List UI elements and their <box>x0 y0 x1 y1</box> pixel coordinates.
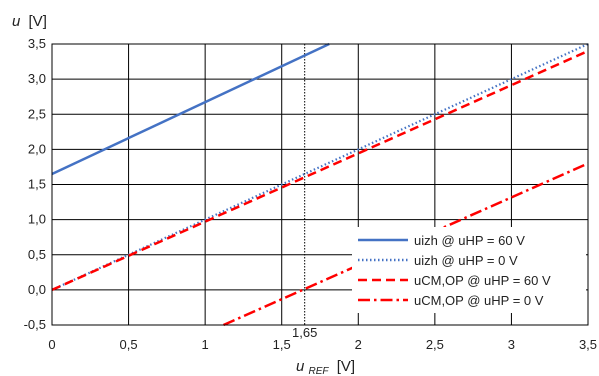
series-line-4 <box>223 162 589 327</box>
x-tick-label: 0 <box>48 337 55 352</box>
x-tick-label: 2,5 <box>426 337 444 352</box>
x-tick-label: 1 <box>202 337 209 352</box>
x-tick-labels: 0 0,5 1 1,5 2 2,5 3 3,5 <box>48 337 597 352</box>
y-tick-label: 2,0 <box>28 141 46 156</box>
legend-label-2: uizh @ uHP = 0 V <box>414 253 518 268</box>
x-axis-title-main: u <box>296 358 305 375</box>
series-line-1 <box>51 42 330 176</box>
x-tick-label: 3,5 <box>579 337 597 352</box>
x-tick-label: 1,5 <box>273 337 291 352</box>
y-tick-label: 1,5 <box>28 177 46 192</box>
legend-label-4: uCM,OP @ uHP = 0 V <box>414 293 544 308</box>
legend-label-3: uCM,OP @ uHP = 60 V <box>414 273 551 288</box>
x-tick-label: 0,5 <box>120 337 138 352</box>
y-tick-label: 1,0 <box>28 212 46 227</box>
y-axis-title: u [V] <box>12 13 47 30</box>
x-tick-label: 3 <box>508 337 515 352</box>
y-tick-labels: -0,5 0,0 0,5 1,0 1,5 2,0 2,5 3,0 3,5 <box>24 36 46 332</box>
y-tick-label: 2,5 <box>28 106 46 121</box>
legend-background <box>352 227 586 313</box>
y-tick-label: 3,0 <box>28 71 46 86</box>
x-axis-title-sub: REF <box>309 366 330 376</box>
plot-frame <box>51 43 589 326</box>
y-tick-label: -0,5 <box>24 317 46 332</box>
legend-label-1: uizh @ uHP = 60 V <box>414 233 525 248</box>
x-axis-title-unit: [V] <box>337 358 355 375</box>
series-group <box>51 42 589 327</box>
x-axis-title: u REF [V] <box>296 358 355 376</box>
y-tick-label: 0,0 <box>28 282 46 297</box>
legend: uizh @ uHP = 60 V uizh @ uHP = 0 V uCM,OP … <box>352 227 586 313</box>
y-axis-title-unit: [V] <box>29 13 47 30</box>
marker-label: 1,65 <box>292 325 317 340</box>
x-tick-label: 2 <box>355 337 362 352</box>
y-tick-label: 3,5 <box>28 36 46 51</box>
y-tick-label: 0,5 <box>28 247 46 262</box>
y-axis-title-main: u <box>12 13 21 30</box>
